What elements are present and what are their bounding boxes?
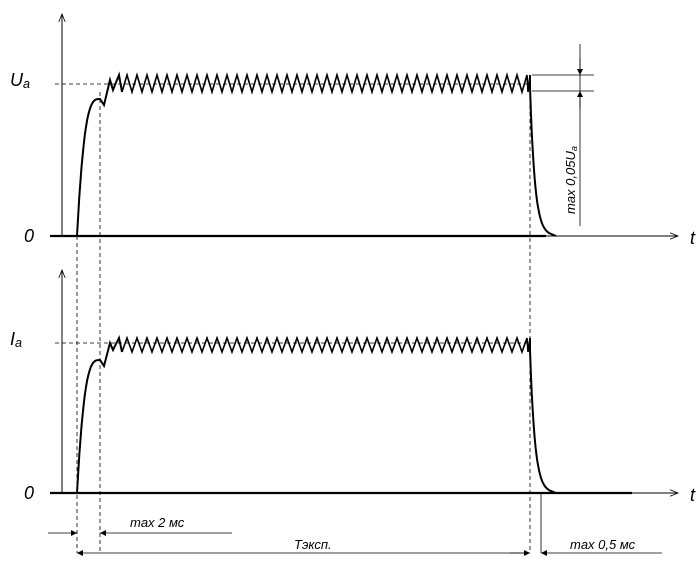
current-time-label: t	[690, 485, 696, 505]
current-ripple	[121, 335, 531, 355]
voltage-ripple	[121, 72, 531, 95]
voltage-axis-label: Ua	[10, 70, 30, 91]
current-axis-label: Ia	[10, 329, 22, 350]
fall-time-label: max 0,5 мс	[570, 537, 636, 552]
current-fall-curve	[529, 338, 557, 494]
current-zero-label: 0	[24, 483, 34, 503]
voltage-zero-label: 0	[24, 226, 34, 246]
ripple-label: max 0,05Ua	[563, 146, 579, 214]
voltage-time-label: t	[690, 228, 696, 248]
exposure-label: Tэксп.	[294, 537, 332, 552]
rise-time-label: max 2 мс	[130, 515, 185, 530]
current-rise-curve	[76, 335, 123, 494]
voltage-rise-curve	[76, 71, 123, 237]
voltage-fall-curve	[529, 75, 557, 237]
